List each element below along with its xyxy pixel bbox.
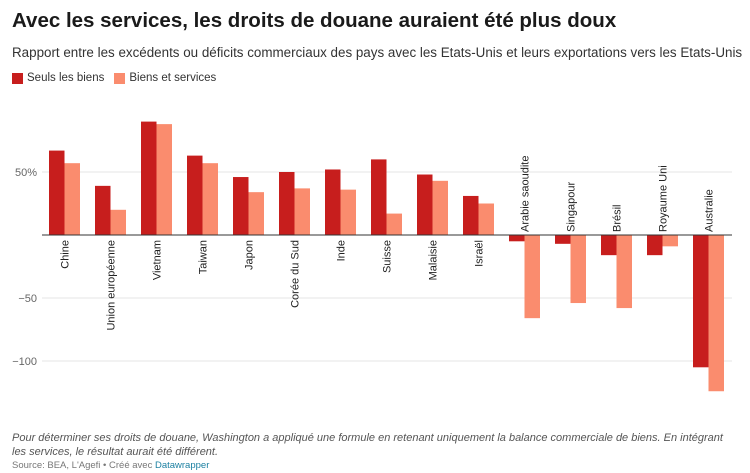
bar-services: [616, 235, 632, 309]
category-label: Australie: [704, 189, 716, 232]
bar-goods: [141, 121, 157, 235]
legend-label-services: Biens et services: [129, 72, 217, 84]
category-label: Taiwan: [198, 240, 210, 274]
bar-goods: [601, 235, 617, 256]
category-label: Israël: [474, 240, 486, 267]
category-label: Inde: [336, 240, 348, 261]
source-text: Source: BEA, L'Agefi • Créé avec: [12, 460, 155, 471]
category-label: Vietnam: [152, 240, 164, 280]
bar-services: [202, 163, 218, 235]
bar-services: [570, 235, 586, 304]
bar-services: [64, 163, 80, 235]
category-label: Brésil: [612, 204, 624, 232]
bar-goods: [279, 172, 295, 235]
bar-services: [248, 192, 264, 235]
legend-swatch-services: [114, 72, 126, 84]
category-label: Singapour: [566, 182, 578, 232]
bar-goods: [463, 195, 479, 235]
bar-services: [478, 203, 494, 235]
bar-goods: [509, 235, 525, 242]
category-label: Suisse: [382, 240, 394, 273]
category-label: Malaisie: [428, 240, 440, 280]
bar-goods: [233, 177, 249, 235]
bar-goods: [187, 155, 203, 235]
y-tick-label: −50: [18, 293, 37, 305]
category-label: Japon: [244, 240, 256, 270]
bar-services: [340, 189, 356, 235]
legend-item-services: Biens et services: [114, 72, 216, 84]
chart-note: Pour déterminer ses droits de douane, Wa…: [12, 432, 723, 458]
bar-services: [708, 235, 724, 392]
bar-goods: [693, 235, 709, 368]
legend: Seuls les biens Biens et services: [12, 72, 226, 84]
category-label: Royaume Uni: [658, 165, 670, 232]
bar-services: [386, 213, 402, 235]
category-label: Chine: [60, 240, 72, 269]
bar-services: [524, 235, 540, 319]
bar-goods: [371, 159, 387, 235]
chart-subtitle: Rapport entre les excédents ou déficits …: [12, 45, 743, 60]
bar-goods: [95, 185, 111, 235]
bar-services: [156, 124, 172, 235]
category-label: Union européenne: [106, 240, 118, 331]
bar-services: [662, 235, 678, 247]
source-line: Source: BEA, L'Agefi • Créé avec Datawra…: [12, 460, 209, 471]
y-tick-label: −100: [12, 356, 37, 368]
datawrapper-link[interactable]: Datawrapper: [154, 460, 210, 471]
bar-goods: [647, 235, 663, 256]
category-label: Arabie saoudite: [520, 156, 532, 232]
category-label: Corée du Sud: [290, 240, 302, 308]
bar-services: [432, 180, 448, 235]
bar-goods: [325, 169, 341, 235]
legend-label-goods: Seuls les biens: [27, 72, 105, 84]
bar-goods: [555, 235, 571, 244]
bar-services: [294, 188, 310, 235]
legend-swatch-goods: [12, 72, 23, 84]
bar-services: [110, 209, 126, 235]
bar-goods: [49, 150, 65, 235]
chart-title: Avec les services, les droits de douane …: [12, 9, 617, 32]
y-tick-label: 50%: [15, 167, 37, 179]
bar-goods: [417, 174, 433, 235]
legend-item-goods: Seuls les biens: [12, 72, 104, 84]
